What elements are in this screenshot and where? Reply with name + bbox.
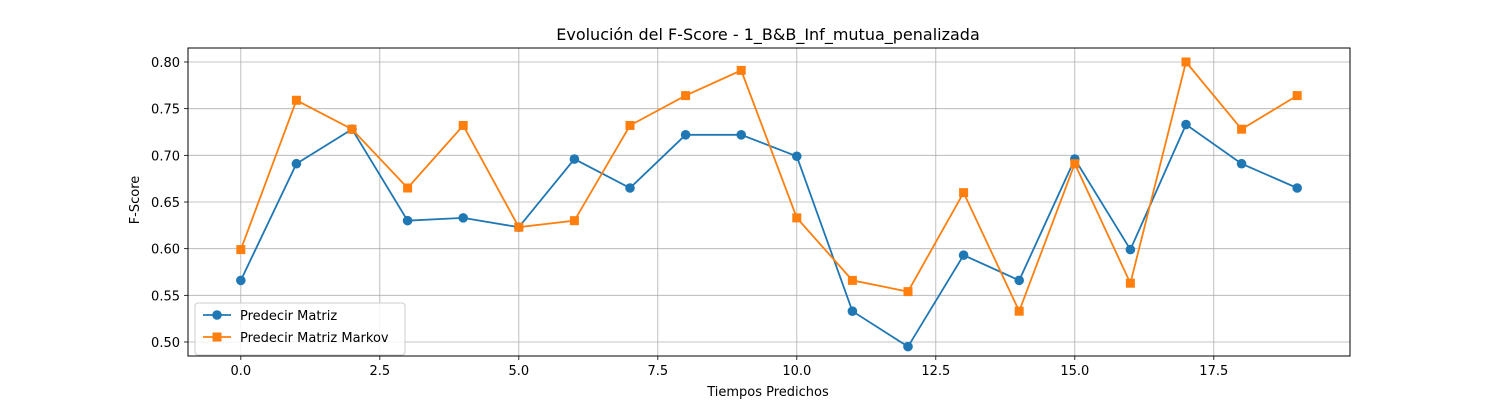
legend-item: Predecir Matriz Markov (203, 331, 389, 346)
y-tick-label: 0.70 (151, 149, 180, 164)
legend-box (194, 302, 406, 356)
y-tick-label: 0.80 (151, 56, 180, 71)
circle-marker (1181, 119, 1191, 130)
x-tick-label: 12.5 (921, 364, 950, 379)
y-tick-label: 0.55 (151, 289, 180, 304)
square-marker (236, 245, 246, 255)
square-marker (625, 120, 635, 130)
series-layer (236, 57, 1302, 352)
square-marker (847, 275, 857, 285)
x-tick-label: 10.0 (782, 364, 811, 379)
circle-marker (458, 213, 469, 223)
square-marker (1292, 91, 1302, 101)
y-tick-label: 0.60 (151, 243, 180, 258)
y-axis-ticks: 0.50 0.55 0.60 0.65 0.70 0.75 0.80 (151, 56, 188, 351)
circle-marker (291, 158, 302, 169)
y-axis-label: F-Score (128, 176, 143, 225)
circle-marker (1014, 275, 1024, 286)
legend-item: Predecir Matriz (203, 309, 337, 324)
circle-marker (1125, 244, 1136, 255)
square-marker (903, 287, 913, 297)
square-marker (1014, 306, 1024, 316)
square-marker (681, 91, 691, 101)
square-marker (1070, 159, 1080, 169)
circle-marker (625, 183, 635, 193)
square-marker (792, 213, 802, 223)
y-tick-label: 0.65 (151, 196, 180, 211)
legend-label: Predecir Matriz Markov (240, 331, 389, 346)
x-axis-label: Tiempos Predichos (706, 385, 829, 400)
circle-marker (958, 250, 969, 260)
circle-marker (847, 306, 858, 317)
x-tick-label: 0.0 (230, 364, 251, 379)
square-marker (212, 332, 222, 342)
square-marker (291, 95, 301, 105)
circle-marker (791, 151, 802, 162)
circle-marker (569, 154, 580, 164)
circle-marker (402, 215, 413, 226)
series-line (239, 60, 1298, 314)
y-tick-label: 0.50 (151, 336, 180, 351)
circle-marker (736, 130, 747, 140)
square-marker (959, 188, 969, 198)
legend-label: Predecir Matriz (240, 309, 337, 324)
square-marker (1125, 278, 1135, 288)
x-tick-label: 7.5 (647, 364, 668, 379)
series-2 (236, 57, 1302, 316)
legend: Predecir Matriz Predecir Matriz Markov (194, 302, 406, 356)
x-tick-label: 17.5 (1199, 364, 1228, 379)
square-marker (1237, 124, 1247, 134)
square-marker (569, 216, 579, 226)
square-marker (514, 222, 524, 232)
x-axis-ticks: 0.0 2.5 5.0 7.5 10.0 12.5 15.0 17.5 (230, 356, 1228, 379)
y-tick-label: 0.75 (151, 103, 180, 118)
chart-title: Evolución del F-Score - 1_B&B_Inf_mutua_… (556, 25, 980, 45)
x-tick-label: 2.5 (369, 364, 390, 379)
circle-marker (212, 310, 222, 320)
square-marker (347, 124, 357, 134)
square-marker (458, 120, 468, 130)
grid (188, 48, 1350, 356)
x-tick-label: 5.0 (508, 364, 529, 379)
circle-marker (236, 275, 246, 286)
circle-marker (1236, 158, 1247, 169)
square-marker (736, 65, 746, 75)
circle-marker (1292, 183, 1302, 193)
x-tick-label: 15.0 (1060, 364, 1089, 379)
square-marker (403, 183, 413, 193)
square-marker (1181, 57, 1191, 67)
circle-marker (680, 130, 691, 140)
circle-marker (903, 341, 913, 352)
